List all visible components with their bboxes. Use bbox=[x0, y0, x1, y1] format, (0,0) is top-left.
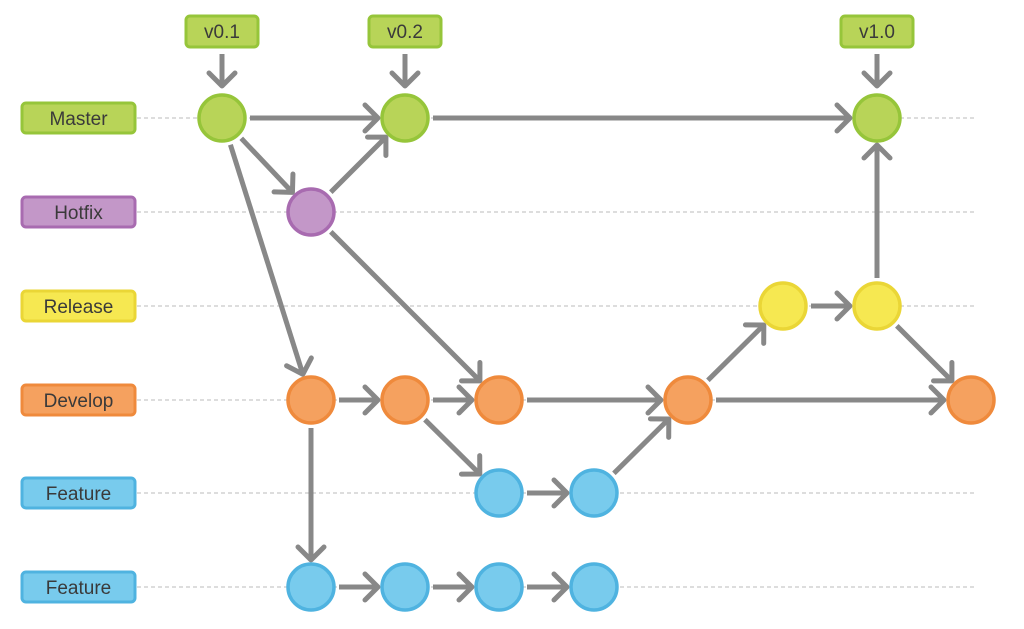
branch-label-feature2: Feature bbox=[20, 570, 137, 604]
branch-label-text: Develop bbox=[44, 391, 114, 412]
commit-node-m0 bbox=[197, 93, 247, 143]
branch-label-text: Feature bbox=[46, 484, 111, 505]
commit-node-fa1 bbox=[569, 468, 619, 518]
tag-label: v1.0 bbox=[859, 22, 895, 43]
tag-label: v0.2 bbox=[387, 22, 423, 43]
branch-label-text: Feature bbox=[46, 578, 111, 599]
commit-node-d1 bbox=[380, 375, 430, 425]
branch-label-text: Master bbox=[49, 109, 108, 130]
commit-arrow-fb0-fb1 bbox=[339, 571, 381, 603]
commit-node-fb1 bbox=[380, 562, 430, 612]
branch-label-master: Master bbox=[20, 101, 137, 135]
commit-arrow-fb2-fb3 bbox=[527, 571, 570, 603]
commit-arrow-fa1-d3 bbox=[612, 416, 672, 476]
commit-node-m1 bbox=[380, 93, 430, 143]
commit-node-m2 bbox=[852, 93, 902, 143]
commit-node-r1 bbox=[852, 281, 902, 331]
tag-arrow-v0.1 bbox=[206, 54, 238, 89]
branch-label-text: Release bbox=[44, 297, 114, 318]
commit-arrow-m0-m1 bbox=[250, 102, 381, 134]
commit-arrow-d0-fb0 bbox=[295, 428, 327, 563]
branch-label-develop: Develop bbox=[20, 383, 137, 417]
commit-arrow-h0-d2 bbox=[329, 230, 483, 384]
commit-arrow-h0-m1 bbox=[329, 134, 389, 194]
commit-arrow-d3-d4 bbox=[716, 384, 947, 416]
commit-node-fb2 bbox=[474, 562, 524, 612]
commit-arrow-m0-h0 bbox=[239, 136, 296, 195]
commit-arrow-m1-m2 bbox=[433, 102, 853, 134]
commit-arrow-d1-d2 bbox=[433, 384, 475, 416]
commit-node-fb0 bbox=[286, 562, 336, 612]
tag-v0.2: v0.2 bbox=[367, 14, 443, 49]
commit-arrow-d1-fa0 bbox=[423, 417, 483, 477]
commit-node-d2 bbox=[474, 375, 524, 425]
commit-node-d3 bbox=[663, 375, 713, 425]
commit-node-h0 bbox=[286, 187, 336, 237]
branch-label-feature1: Feature bbox=[20, 476, 137, 510]
branch-label-release: Release bbox=[20, 289, 137, 323]
tag-arrow-v0.2 bbox=[389, 54, 421, 89]
tag-label: v0.1 bbox=[204, 22, 240, 43]
tag-v1.0: v1.0 bbox=[839, 14, 915, 49]
commit-node-fb3 bbox=[569, 562, 619, 612]
commit-arrow-m0-d0 bbox=[228, 143, 314, 377]
commit-node-d4 bbox=[946, 375, 996, 425]
commit-arrow-r1-m2 bbox=[861, 142, 893, 278]
tag-v0.1: v0.1 bbox=[184, 14, 260, 49]
commit-arrow-d3-r0 bbox=[706, 322, 767, 383]
commit-arrow-fb1-fb2 bbox=[433, 571, 475, 603]
tag-arrow-v1.0 bbox=[861, 54, 893, 89]
commit-arrow-r1-d4 bbox=[895, 324, 955, 384]
commit-arrow-d2-d3 bbox=[527, 384, 664, 416]
commit-node-r0 bbox=[758, 281, 808, 331]
commit-node-fa0 bbox=[474, 468, 524, 518]
branch-label-hotfix: Hotfix bbox=[20, 195, 137, 229]
branch-label-text: Hotfix bbox=[54, 203, 103, 224]
commit-arrow-fa0-fa1 bbox=[527, 477, 570, 509]
commit-arrow-d0-d1 bbox=[339, 384, 381, 416]
commit-arrow-r0-r1 bbox=[811, 290, 853, 322]
commit-node-d0 bbox=[286, 375, 336, 425]
